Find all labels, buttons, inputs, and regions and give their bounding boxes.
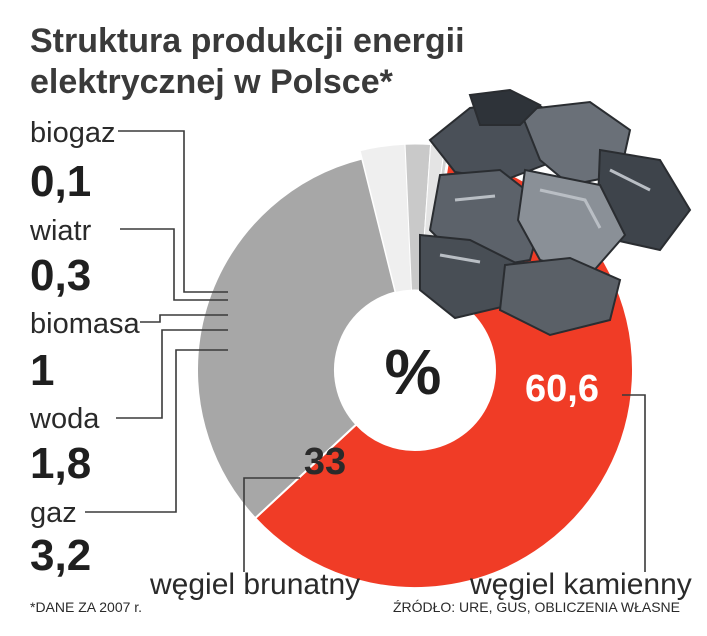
slice-węgiel-brunatny xyxy=(196,157,397,520)
coal-lumps-image xyxy=(419,88,692,337)
legend-value-biogaz: 0,1 xyxy=(30,157,91,206)
chart-title-line2: elektrycznej w Polsce* xyxy=(30,63,394,101)
coal-highlight-3 xyxy=(609,168,651,192)
legend-label-wegiel-kamienny: węgiel kamienny xyxy=(469,568,692,601)
leader-line-wegiel-kamienny xyxy=(622,394,646,572)
leader-line-biogaz xyxy=(118,130,228,293)
legend-label-wiatr: wiatr xyxy=(29,215,92,247)
leader-line-biomasa xyxy=(140,314,228,323)
coal-lump-8 xyxy=(468,88,542,126)
legend-label-woda: woda xyxy=(29,403,100,435)
legend-value-wiatr: 0,3 xyxy=(30,251,91,300)
legend-value-woda: 1,8 xyxy=(30,439,91,488)
legend-label-gaz: gaz xyxy=(30,497,77,529)
footnote: *DANE ZA 2007 r. xyxy=(30,599,142,615)
coal-highlight-1 xyxy=(539,188,602,229)
center-percent-label: % xyxy=(385,336,442,408)
legend-label-biomasa: biomasa xyxy=(30,308,140,340)
slice-value-wegiel-brunatny: 33 xyxy=(304,441,346,483)
coal-highlight-2 xyxy=(454,194,496,202)
small-slices-legend: biogaz 0,1 wiatr 0,3 biomasa 1 woda 1,8 … xyxy=(29,117,140,580)
leader-line-wegiel-brunatny xyxy=(243,477,300,572)
source-note: ŹRÓDŁO: URE, GUS, OBLICZENIA WŁASNE xyxy=(393,599,680,615)
legend-label-biogaz: biogaz xyxy=(30,117,115,149)
legend-value-biomasa: 1 xyxy=(30,346,54,395)
chart-title: Struktura produkcji energii xyxy=(30,22,465,60)
legend-value-gaz: 3,2 xyxy=(30,531,91,580)
leader-line-wiatr xyxy=(120,228,228,301)
coal-highlight-4 xyxy=(439,253,481,264)
coal-lump-7 xyxy=(498,256,622,337)
slice-value-wegiel-kamienny: 60,6 xyxy=(525,368,599,410)
legend-label-wegiel-brunatny: węgiel brunatny xyxy=(149,568,360,601)
leader-line-woda xyxy=(116,329,228,419)
leader-lines xyxy=(85,130,228,513)
leader-line-gaz xyxy=(85,349,228,513)
